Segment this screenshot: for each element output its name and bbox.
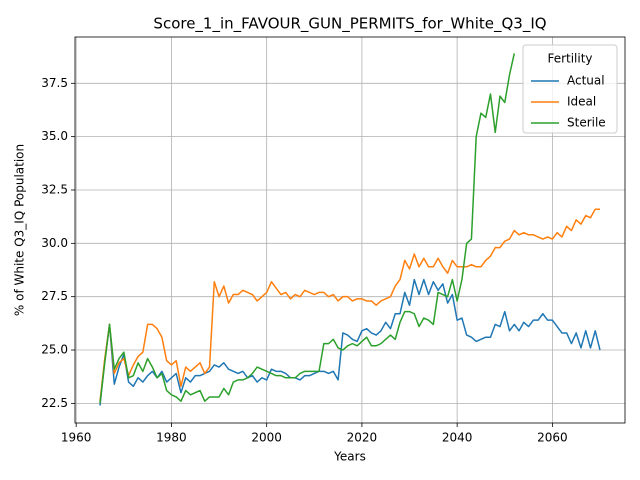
x-tick-label: 2000 [251,431,282,445]
y-axis-label: % of White Q3_IQ Population [13,144,27,316]
x-tick-label: 1980 [156,431,187,445]
chart-title: Score_1_in_FAVOUR_GUN_PERMITS_for_White_… [153,15,546,34]
plot-frame [74,36,626,424]
legend: Fertility Actual Ideal Sterile [522,44,618,134]
y-tick-label: 37.5 [41,76,68,90]
legend-label: Actual [567,74,605,88]
legend-label: Ideal [567,95,596,109]
y-tick-label: 35.0 [41,129,68,143]
legend-label: Sterile [567,116,606,130]
y-tick-label: 27.5 [41,289,68,303]
y-tick-label: 30.0 [41,236,68,250]
grid [75,37,625,423]
y-tick-label: 25.0 [41,343,68,357]
series-line [99,53,516,404]
legend-box [522,44,618,134]
x-tick-label: 2040 [442,431,473,445]
axes: 1960 1980 2000 2020 2040 2060 22.5 25.0 27.5 30.0… [41,76,567,445]
x-axis-label: Years [333,450,366,464]
series-line [99,208,600,402]
y-tick-label: 22.5 [41,396,68,410]
series-line [99,278,601,406]
legend-title: Fertility [547,52,592,66]
y-tick-label: 32.5 [41,182,68,196]
x-tick-label: 2060 [537,431,568,445]
lines [99,53,601,406]
x-tick-label: 1960 [61,431,92,445]
x-tick-label: 2020 [347,431,378,445]
